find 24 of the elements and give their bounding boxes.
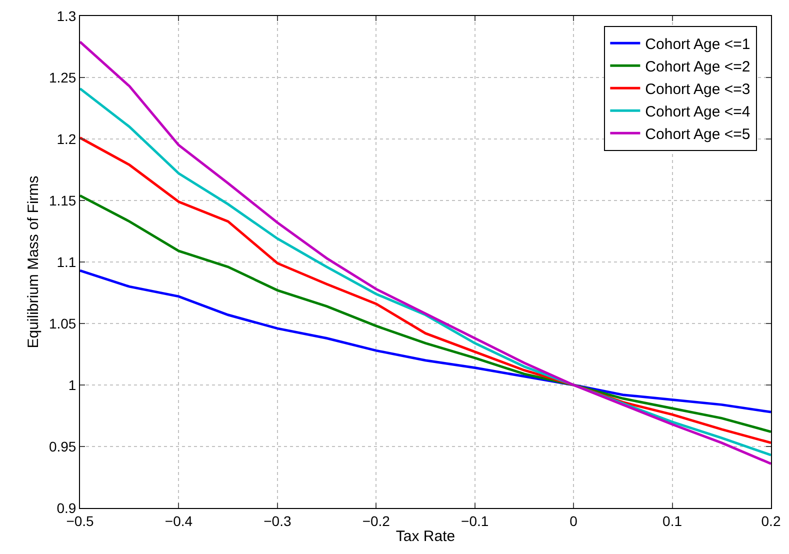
y-tick-label: 1.3 (56, 8, 76, 24)
y-tick-label: 1.2 (56, 130, 76, 147)
x-tick-label: 0.2 (761, 512, 781, 529)
x-axis-title: Tax Rate (396, 528, 456, 545)
y-tick-label: 1.25 (48, 69, 76, 86)
y-tick-label: 1.15 (48, 192, 76, 208)
line-series (80, 194, 771, 433)
x-tick-label: 0.1 (662, 512, 682, 529)
legend-label: Cohort Age <=3 (645, 80, 750, 98)
legend-label: Cohort Age <=5 (645, 126, 750, 143)
y-tick-label: 1 (68, 376, 76, 393)
legend-label: Cohort Age <=2 (645, 58, 750, 76)
x-tick-label: −0.4 (164, 512, 193, 529)
y-tick-label: 1.1 (56, 254, 76, 270)
x-tick-label: −0.3 (264, 512, 292, 529)
y-tick-label: 0.95 (48, 438, 76, 454)
y-tick-label: 1.05 (48, 315, 76, 332)
legend-label: Cohort Age <=1 (645, 36, 750, 53)
x-tick-label: 0 (570, 512, 578, 529)
x-tick-label: −0.2 (362, 512, 390, 529)
legend-label: Cohort Age <=4 (645, 103, 750, 120)
line-series (80, 269, 771, 414)
x-tick-label: −0.1 (461, 512, 489, 529)
y-axis-title: Equilibrium Mass of Firms (25, 176, 42, 348)
